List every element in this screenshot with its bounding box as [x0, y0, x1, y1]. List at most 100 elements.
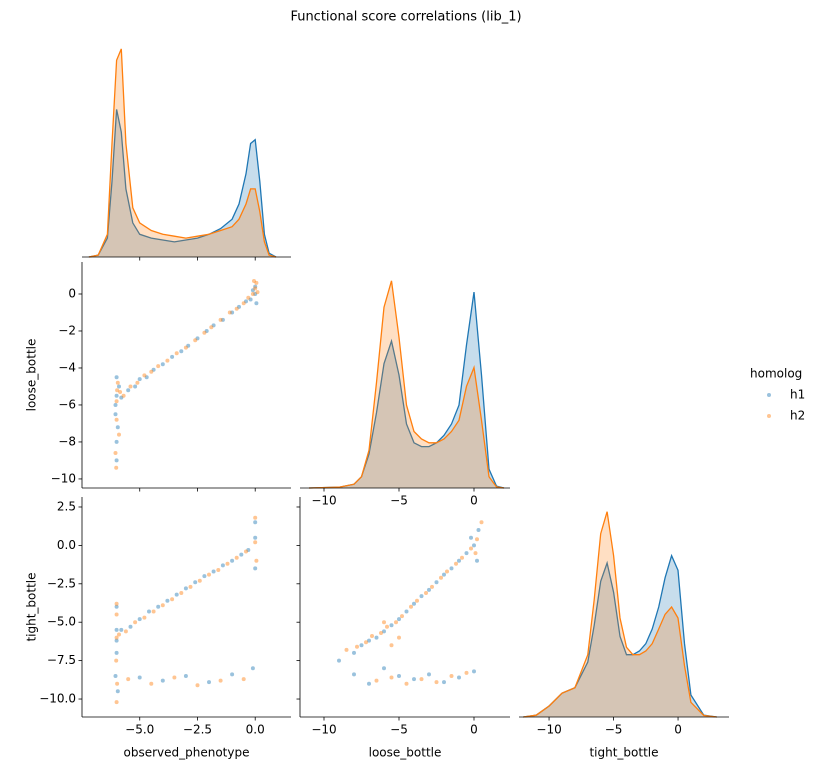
- scatter-point: [253, 540, 258, 545]
- x-tick-label: −10: [536, 723, 561, 737]
- scatter-point: [117, 384, 121, 389]
- scatter-point: [464, 670, 469, 675]
- scatter-point: [475, 537, 479, 542]
- scatter-point: [253, 284, 258, 289]
- scatter-point: [397, 617, 401, 622]
- scatter-point: [147, 609, 151, 614]
- scatter-point: [248, 297, 253, 302]
- scatter-point: [117, 432, 121, 437]
- scatter-point: [156, 364, 161, 369]
- scatter-point: [250, 288, 255, 293]
- x-tick-label: −5: [605, 723, 623, 737]
- scatter-point: [115, 425, 120, 430]
- y-tick-label: −7.5: [47, 653, 76, 667]
- scatter-point: [113, 674, 118, 678]
- scatter-point: [225, 561, 230, 566]
- scatter-point: [114, 700, 119, 705]
- kde-line: [308, 292, 505, 489]
- scatter-point: [121, 393, 126, 398]
- scatter-point: [241, 301, 246, 306]
- scatter-point: [172, 675, 177, 680]
- scatter-point: [113, 451, 118, 455]
- scatter-point: [114, 601, 119, 606]
- scatter-point: [170, 354, 175, 359]
- scatter-point: [397, 674, 401, 678]
- legend-label: h2: [790, 409, 805, 423]
- scatter-point: [439, 575, 443, 580]
- scatter-point: [202, 330, 207, 335]
- scatter-point: [454, 561, 458, 566]
- kde-line: [88, 109, 277, 258]
- scatter-point: [160, 603, 165, 608]
- scatter-point: [114, 393, 119, 398]
- x-tick-label: 0.0: [246, 723, 265, 737]
- scatter-point: [183, 674, 188, 678]
- scatter-point: [115, 380, 120, 385]
- x-axis-label: tight_bottle: [589, 746, 658, 760]
- scatter-point: [135, 380, 140, 385]
- scatter-point: [253, 515, 258, 520]
- x-tick-label: −10: [311, 494, 336, 508]
- scatter-point: [409, 604, 413, 609]
- scatter-point: [193, 338, 198, 343]
- scatter-point: [137, 675, 142, 680]
- scatter-point: [128, 624, 133, 629]
- scatter-point: [412, 677, 416, 682]
- y-axis-label: tight_bottle: [25, 572, 39, 641]
- scatter-point: [234, 555, 239, 560]
- scatter-point: [142, 373, 147, 378]
- scatter-point: [195, 683, 200, 688]
- scatter-point: [424, 591, 428, 595]
- scatter-point: [246, 295, 251, 300]
- scatter-point: [118, 390, 123, 394]
- scatter-point: [252, 279, 256, 283]
- scatter-point: [160, 362, 165, 367]
- x-tick-label: 0: [470, 494, 478, 508]
- scatter-point: [472, 543, 476, 548]
- scatter-point: [156, 604, 161, 609]
- scatter-point: [253, 286, 258, 291]
- scatter-point: [115, 388, 120, 393]
- scatter-point: [115, 681, 120, 686]
- scatter-point: [183, 586, 188, 591]
- scatter-point: [254, 558, 259, 563]
- y-tick-label: −8: [58, 434, 76, 448]
- x-axis-label: loose_bottle: [369, 746, 442, 760]
- scatter-point: [469, 546, 473, 551]
- scatter-point: [211, 569, 216, 574]
- kde-area: [309, 280, 504, 488]
- scatter-point: [220, 563, 225, 568]
- scatter-point: [344, 647, 349, 652]
- scatter-point: [449, 674, 454, 678]
- kde-line: [308, 280, 505, 489]
- scatter-point: [442, 572, 446, 577]
- scatter-point: [195, 336, 200, 341]
- scatter-point: [434, 680, 439, 685]
- scatter-point: [149, 681, 154, 686]
- scatter-point: [113, 412, 118, 417]
- scatter-point: [355, 644, 359, 649]
- scatter-point: [119, 627, 124, 632]
- scatter-point: [244, 549, 248, 554]
- scatter-point: [160, 678, 165, 683]
- scatter-point: [246, 548, 251, 552]
- scatter-point: [218, 678, 223, 683]
- scatter-point: [394, 620, 398, 625]
- scatter-point: [442, 680, 446, 685]
- x-tick-label: 0: [470, 723, 478, 737]
- x-tick-label: −5: [390, 723, 408, 737]
- scatter-point: [434, 580, 439, 585]
- legend-marker: [767, 393, 771, 397]
- scatter-point: [382, 620, 386, 625]
- scatter-point: [239, 552, 244, 557]
- scatter-point: [204, 329, 209, 333]
- scatter-point: [149, 369, 154, 374]
- scatter-point: [123, 629, 128, 634]
- scatter-point: [114, 650, 119, 655]
- scatter-point: [114, 465, 119, 470]
- scatter-point: [457, 558, 461, 563]
- x-axis-label: observed_phenotype: [124, 746, 250, 760]
- scatter-point: [254, 280, 259, 285]
- scatter-point: [114, 458, 119, 463]
